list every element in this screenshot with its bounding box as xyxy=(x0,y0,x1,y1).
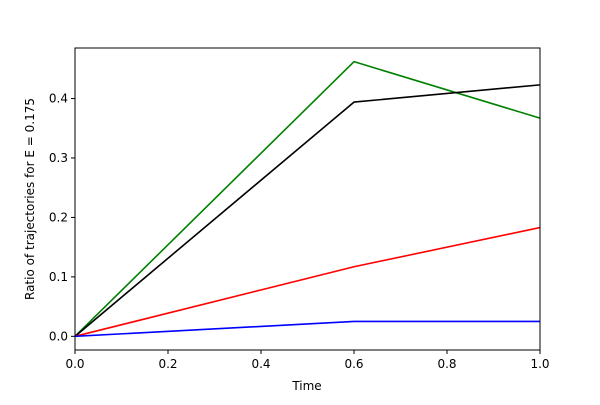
y-axis-ticks: 0.0 0.1 0.2 0.3 0.4 xyxy=(49,92,75,343)
x-tick-label: 0.2 xyxy=(158,357,177,371)
series-line-1 xyxy=(74,60,541,337)
x-tick-label: 0.4 xyxy=(251,357,270,371)
series-line-3 xyxy=(74,226,541,338)
x-tick-label: 0.8 xyxy=(437,357,456,371)
y-tick-label: 0.3 xyxy=(49,151,68,165)
y-tick-label: 0.4 xyxy=(49,92,68,106)
y-axis-label: Ratio of trajectories for E = 0.175 xyxy=(23,98,37,300)
x-tick-label: 0.0 xyxy=(65,357,84,371)
x-tick-label: 0.6 xyxy=(344,357,363,371)
series-line-4 xyxy=(74,320,540,338)
y-tick-label: 0.2 xyxy=(49,210,68,224)
series-layer xyxy=(74,60,541,338)
x-tick-label: 1.0 xyxy=(530,357,549,371)
y-tick-label: 0.0 xyxy=(49,329,68,343)
x-axis-label: Time xyxy=(291,379,321,393)
series-line-2 xyxy=(74,84,541,337)
plot-frame xyxy=(74,47,541,351)
y-tick-label: 0.1 xyxy=(49,270,68,284)
x-axis-ticks: 0.0 0.2 0.4 0.6 0.8 1.0 xyxy=(65,350,550,371)
